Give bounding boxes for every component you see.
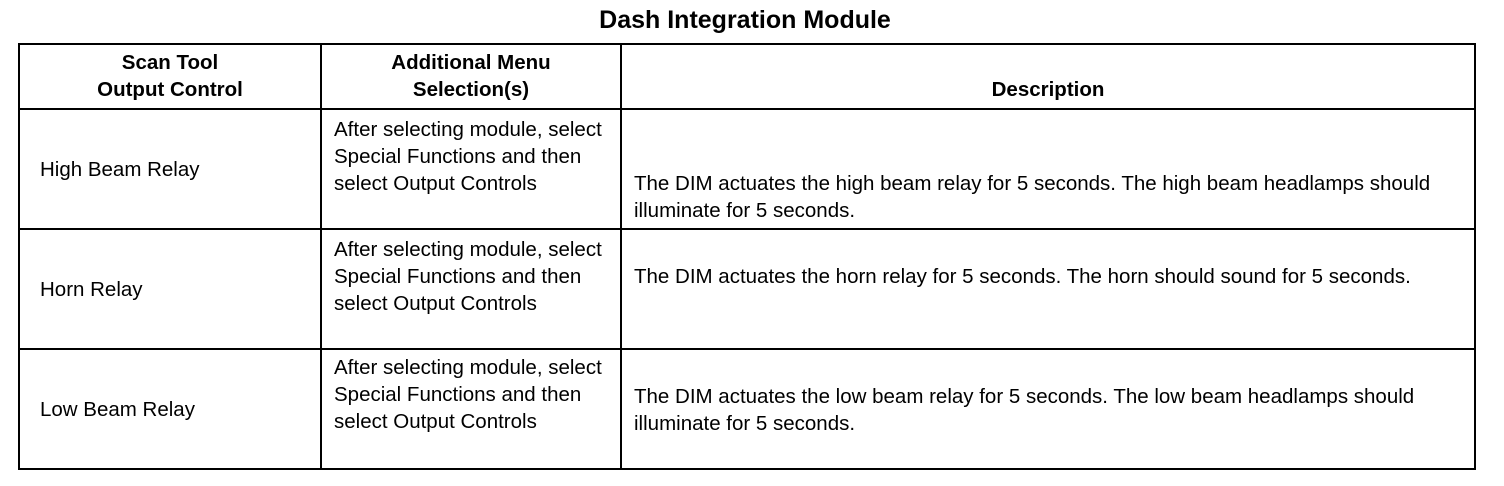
table-row: High Beam Relay After selecting module, …	[18, 108, 1476, 230]
header-row: Scan Tool Output Control Additional Menu…	[18, 43, 1476, 110]
table-row: Horn Relay After selecting module, selec…	[18, 228, 1476, 350]
description-cell: The DIM actuates the horn relay for 5 se…	[620, 228, 1476, 350]
control-cell: Horn Relay	[18, 228, 322, 350]
menu-cell: After selecting module, select Special F…	[320, 228, 622, 350]
menu-cell: After selecting module, select Special F…	[320, 348, 622, 470]
header-description: Description	[620, 43, 1476, 110]
header-additional-menu-selections: Additional Menu Selection(s)	[320, 43, 622, 110]
header-scan-tool-output-control: Scan Tool Output Control	[18, 43, 322, 110]
table-row: Low Beam Relay After selecting module, s…	[18, 348, 1476, 470]
table-title: Dash Integration Module	[599, 6, 891, 34]
menu-cell: After selecting module, select Special F…	[320, 108, 622, 230]
control-cell: High Beam Relay	[18, 108, 322, 230]
output-control-table: Scan Tool Output Control Additional Menu…	[18, 43, 1476, 470]
description-cell: The DIM actuates the low beam relay for …	[620, 348, 1476, 470]
description-cell: The DIM actuates the high beam relay for…	[620, 108, 1476, 230]
control-cell: Low Beam Relay	[18, 348, 322, 470]
